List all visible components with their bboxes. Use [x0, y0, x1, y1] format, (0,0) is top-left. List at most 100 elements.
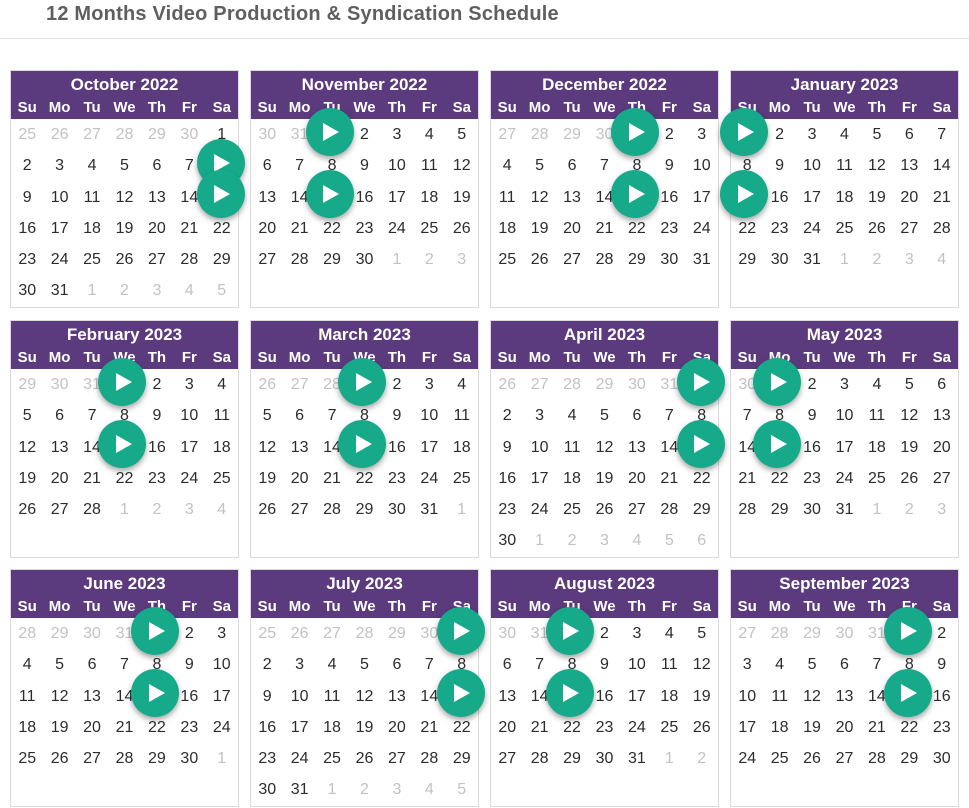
play-icon [694, 435, 711, 454]
day-cell: 25 [835, 219, 854, 237]
day-cell: 3 [742, 656, 752, 674]
adjacent-month-day: 31 [290, 126, 309, 143]
weekday-label: Tu [83, 99, 101, 116]
day-cell: 25 [212, 469, 231, 487]
play-video-button[interactable] [676, 357, 725, 406]
day-cell: 22 [452, 718, 471, 736]
day-cell: 2 [807, 376, 817, 393]
weekday-label: Sa [212, 598, 231, 615]
week-row: 8 9 10 11 12 13 14 [731, 150, 958, 181]
day-cell: 13 [258, 188, 277, 206]
day-cell: 10 [212, 656, 231, 674]
month-calendar: December 2022SuMoTuWeThFrSa2728293012345… [490, 70, 719, 308]
day-cell: 28 [738, 501, 757, 519]
adjacent-month-day: 26 [258, 376, 277, 393]
weekday-label: Mo [768, 99, 791, 116]
day-cell: 6 [87, 656, 97, 674]
day-cell: 6 [152, 157, 162, 175]
day-cell: 2 [502, 407, 512, 425]
play-video-button[interactable] [545, 606, 594, 655]
month-title: March 2023 [318, 325, 411, 344]
adjacent-month-day: 3 [392, 781, 402, 799]
day-cell: 31 [290, 781, 309, 799]
day-cell: 13 [563, 188, 581, 206]
day-cell: 17 [290, 718, 309, 736]
day-cell: 19 [803, 718, 821, 736]
weekday-label: Th [627, 349, 647, 366]
day-cell: 29 [355, 501, 374, 519]
day-cell: 10 [290, 687, 309, 705]
weekday-label: Fr [181, 598, 197, 615]
week-row: 30 31 1 2 3 4 5 [251, 774, 478, 805]
play-video-button[interactable] [98, 357, 147, 406]
day-cell: 4 [567, 407, 577, 425]
day-cell: 21 [595, 219, 614, 237]
month-title: February 2023 [66, 325, 183, 344]
play-video-button[interactable] [753, 420, 802, 469]
day-cell: 4 [424, 126, 434, 143]
day-cell: 20 [498, 718, 517, 736]
play-video-button[interactable] [545, 669, 594, 718]
month-title: July 2023 [326, 574, 403, 593]
day-cell: 31 [628, 750, 646, 768]
play-video-button[interactable] [883, 669, 932, 718]
play-icon [737, 122, 754, 141]
weekday-label: We [593, 99, 616, 116]
play-video-button[interactable] [720, 170, 769, 219]
play-video-button[interactable] [338, 420, 387, 469]
play-video-button[interactable] [305, 107, 354, 156]
week-row: 15161718192021 [731, 182, 958, 213]
day-cell: 3 [697, 126, 707, 143]
day-cell: 3 [807, 126, 817, 143]
play-video-button[interactable] [98, 420, 147, 469]
play-video-button[interactable] [753, 357, 802, 406]
day-cell: 7 [535, 656, 545, 674]
day-cell: 19 [692, 687, 711, 705]
week-row: 2 3 4 5 6 7 8 [251, 649, 478, 680]
play-video-button[interactable] [436, 606, 485, 655]
adjacent-month-day: 1 [664, 750, 674, 768]
weekday-label: Th [867, 349, 887, 366]
day-cell: 23 [18, 251, 37, 269]
weekday-label: Mo [48, 598, 71, 615]
play-video-button[interactable] [436, 669, 485, 718]
day-cell: 9 [502, 438, 512, 456]
day-cell: 17 [388, 188, 406, 206]
adjacent-month-day: 30 [498, 625, 517, 642]
day-cell: 24 [420, 469, 439, 487]
play-video-button[interactable] [131, 606, 180, 655]
weekday-label: Th [867, 598, 887, 615]
week-row: 3 4 5 6 7 8 9 [731, 649, 958, 680]
play-video-button[interactable] [305, 170, 354, 219]
adjacent-month-day: 31 [660, 376, 679, 393]
weekday-label: Th [387, 99, 407, 116]
play-video-button[interactable] [196, 170, 245, 219]
play-video-button[interactable] [338, 357, 387, 406]
day-cell: 7 [295, 157, 305, 175]
day-cell: 14 [83, 438, 101, 456]
day-cell: 14 [595, 188, 614, 206]
day-cell: 4 [87, 157, 97, 175]
play-video-button[interactable] [720, 107, 769, 156]
adjacent-month-day: 29 [595, 376, 614, 393]
play-video-button[interactable] [676, 420, 725, 469]
play-video-button[interactable] [131, 669, 180, 718]
day-cell: 19 [115, 219, 134, 237]
adjacent-month-day: 2 [360, 781, 369, 799]
play-icon [355, 372, 372, 391]
adjacent-month-day: 5 [217, 282, 227, 300]
day-cell: 22 [738, 219, 757, 237]
day-cell: 20 [388, 718, 406, 736]
week-row: 23 24 25 26 27 28 29 [491, 494, 718, 525]
adjacent-month-day: 25 [258, 625, 277, 642]
play-video-button[interactable] [883, 606, 932, 655]
weekday-label: Tu [323, 349, 341, 366]
play-video-button[interactable] [611, 170, 660, 219]
weekday-label: Tu [803, 99, 821, 116]
play-video-button[interactable] [611, 107, 660, 156]
day-cell: 22 [212, 219, 231, 237]
week-row: 27 28 29 30 1 2 3 [251, 244, 478, 275]
month-title: October 2022 [70, 75, 179, 94]
